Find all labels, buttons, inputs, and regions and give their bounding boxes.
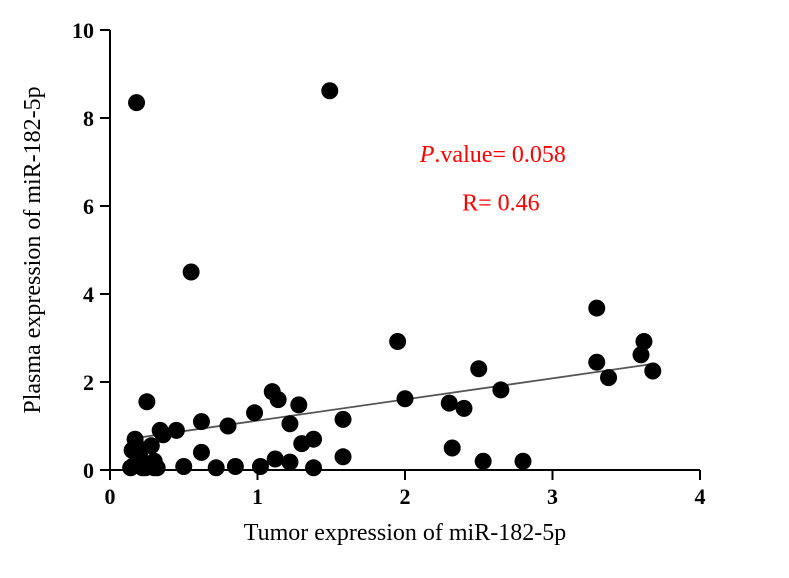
data-point [220,418,237,435]
svg-text:6: 6 [83,194,94,219]
data-point [492,381,509,398]
data-point [270,391,287,408]
data-point [475,453,492,470]
data-point [175,458,192,475]
svg-text:0: 0 [105,484,116,509]
data-point [281,454,298,471]
data-point [321,82,338,99]
svg-text:3: 3 [547,484,558,509]
annotation-pvalue: P.value= 0.058 [419,142,566,168]
data-point [335,448,352,465]
data-point [305,459,322,476]
data-point [168,422,185,439]
data-point [588,354,605,371]
data-point [470,360,487,377]
y-axis-title: Plasma expression of miR-182-5p [20,86,46,413]
svg-text:0: 0 [83,458,94,483]
data-point [128,94,145,111]
data-point [335,411,352,428]
data-point [267,451,284,468]
data-point [441,395,458,412]
data-point [208,459,225,476]
data-point [149,459,166,476]
svg-text:4: 4 [695,484,706,509]
data-point [588,300,605,317]
data-point [644,363,661,380]
data-point [246,404,263,421]
data-point [635,333,652,350]
chart-svg: 0 1 2 3 4 0 2 4 6 8 10 Tumor expression of miR-182-… [0,0,789,578]
data-point [600,369,617,386]
svg-text:2: 2 [83,370,94,395]
data-point [281,415,298,432]
data-point [193,413,210,430]
data-point [397,390,414,407]
svg-text:10: 10 [72,18,94,43]
svg-text:4: 4 [83,282,94,307]
data-point [138,393,155,410]
data-point [290,396,307,413]
svg-text:8: 8 [83,106,94,131]
data-point [252,458,269,475]
data-point [183,264,200,281]
data-point [227,458,244,475]
data-point [444,440,461,457]
svg-text:2: 2 [400,484,411,509]
data-point [456,400,473,417]
scatter-chart: 0 1 2 3 4 0 2 4 6 8 10 Tumor expression of miR-182-… [0,0,789,578]
data-point [305,431,322,448]
x-axis-title: Tumor expression of miR-182-5p [244,520,566,546]
annotation-r: R= 0.46 [462,190,540,216]
data-point [193,444,210,461]
data-point [515,453,532,470]
svg-text:1: 1 [252,484,263,509]
data-point [389,333,406,350]
